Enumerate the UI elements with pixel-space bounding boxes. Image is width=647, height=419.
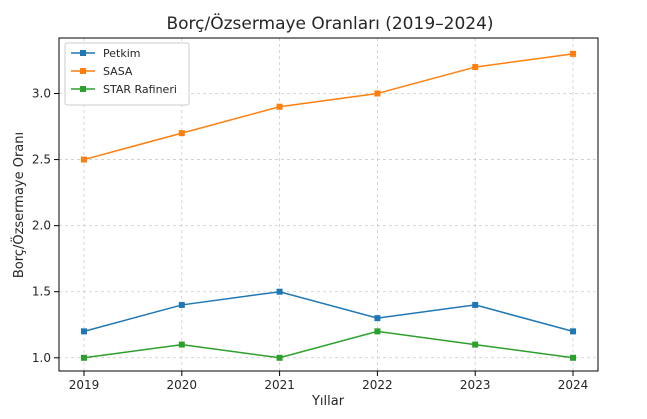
data-point-sasa [374,90,381,97]
y-tick-label: 2.5 [32,153,51,167]
x-tick-label: 2023 [460,378,491,392]
x-axis-label: Yıllar [311,394,345,409]
legend-box [64,42,190,106]
series-layer [81,50,576,361]
data-point-star-rafineri [178,341,185,348]
y-tick-label: 1.5 [32,285,51,299]
y-axis: 1.0 1.5 2.0 2.5 3.0 [32,87,59,365]
legend-label: Petkim [103,47,140,60]
legend-marker [80,68,86,74]
data-point-petkim [570,328,576,335]
x-tick-label: 2022 [362,378,393,392]
data-point-petkim [81,328,87,335]
x-tick-label: 2019 [69,378,100,392]
chart-title: Borç/Özsermaye Oranları (2019–2024) [166,12,493,34]
plot-frame [58,37,599,372]
data-point-star-rafineri [472,341,479,348]
legend-label: STAR Rafineri [103,83,177,96]
y-axis-label: Borç/Özsermaye Oranı [10,132,27,278]
x-tick-label: 2020 [167,378,198,392]
data-point-star-rafineri [276,354,283,361]
data-point-star-rafineri [81,354,87,361]
data-point-sasa [276,103,283,110]
data-point-sasa [472,64,479,71]
data-point-star-rafineri [570,354,576,361]
data-point-petkim [178,301,185,308]
legend-marker [80,86,86,92]
y-tick-label: 3.0 [32,87,51,101]
x-tick-label: 2024 [558,378,589,392]
series-line-sasa [83,53,574,161]
data-point-petkim [472,301,479,308]
y-tick-label: 1.0 [32,351,51,365]
data-point-star-rafineri [374,328,381,335]
legend-label: SASA [103,65,133,78]
y-tick-label: 2.0 [32,219,51,233]
data-point-petkim [276,288,283,295]
series-line-petkim [83,290,574,333]
data-point-sasa [81,156,87,163]
x-tick-label: 2021 [264,378,295,392]
data-point-sasa [570,50,576,57]
data-point-petkim [374,315,381,322]
legend: Petkim SASA STAR Rafineri [64,42,190,106]
data-point-sasa [178,130,185,137]
series-line-star-rafineri [83,330,574,359]
x-axis: 2019 2020 2021 2022 2023 2024 [69,371,589,392]
legend-marker [80,50,86,56]
